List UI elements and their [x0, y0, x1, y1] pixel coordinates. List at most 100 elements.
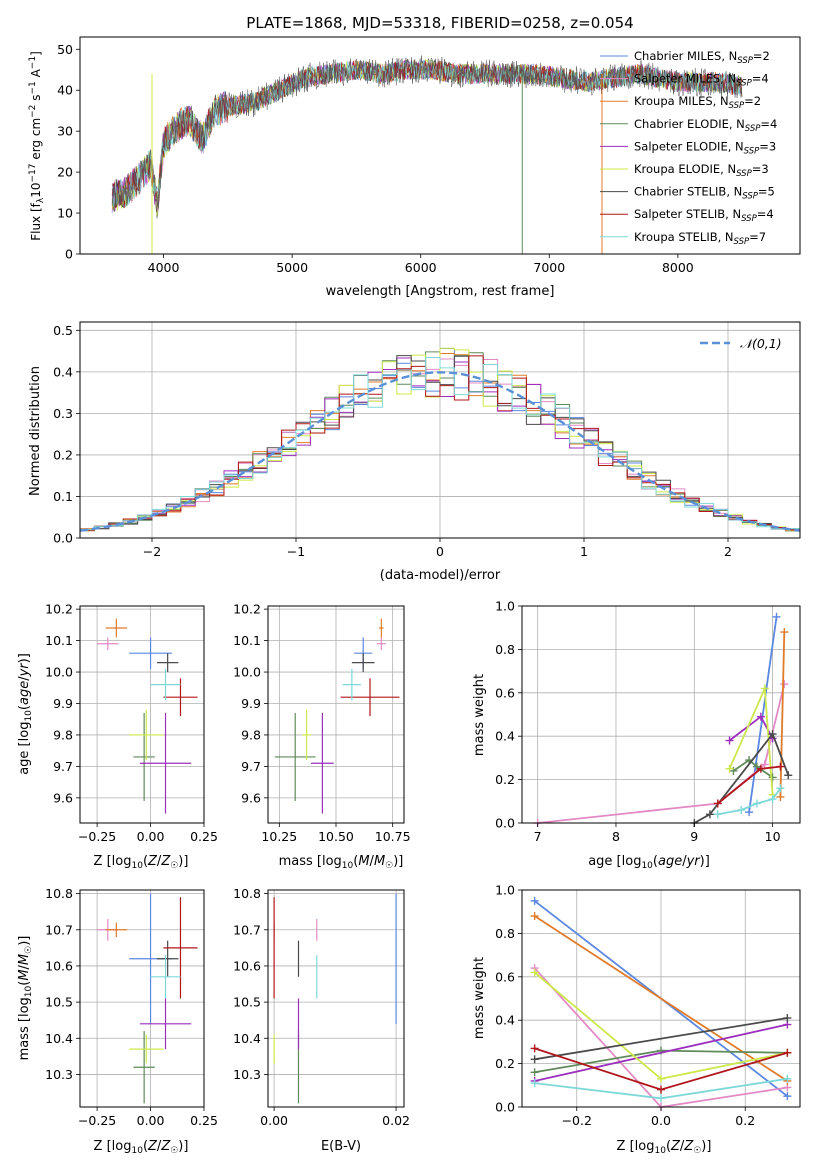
- normal-curve: [79, 371, 801, 532]
- weight-line: [732, 758, 774, 779]
- x-tick-label: −1: [287, 544, 305, 559]
- x-tick-label: −0.2: [562, 1113, 592, 1128]
- zmass-xlabel: Z [log10(Z/Z☉)]: [94, 1139, 189, 1156]
- y-tick-label: 10.8: [45, 886, 73, 901]
- y-tick-label: 0.4: [495, 1013, 515, 1028]
- zage-xlabel: Z [log10(Z/Z☉)]: [94, 854, 189, 871]
- y-tick-label: 0.2: [495, 772, 515, 787]
- x-tick-label: 0.00: [137, 829, 165, 844]
- legend-count: =4: [757, 207, 774, 221]
- observed-spectrum: [111, 55, 743, 213]
- legend-subscript: SSP: [736, 79, 752, 89]
- x-tick-label: 2: [724, 544, 732, 559]
- x-tick-label: 10: [765, 829, 781, 844]
- y-tick-label: 0.8: [495, 642, 515, 657]
- x-tick-label: −0.25: [78, 1113, 116, 1128]
- x-tick-label: 6000: [405, 260, 437, 275]
- y-tick-label: 10.5: [45, 995, 73, 1010]
- residual-xlabel: (data-model)/error: [380, 568, 501, 583]
- agew-xlabel: age [log10(age/yr)]: [588, 854, 710, 871]
- zage-ylabel: age [log10(age/yr)]: [17, 653, 34, 775]
- y-tick-label: 0.4: [495, 729, 515, 744]
- y-tick-label: 0.8: [495, 926, 515, 941]
- y-tick-label: 10.4: [45, 1031, 73, 1046]
- legend-subscript: SSP: [729, 101, 745, 111]
- spectrum-ylabel: Flux [fλ10−17 erg cm−2 s−1 A−1]: [28, 51, 46, 241]
- legend-label: 𝒩(0,1): [740, 336, 782, 351]
- axes-frame: [521, 889, 801, 1108]
- frame-layer: 4000 5000 6000 7000 8000 0 10 20 30 40 50 −2 −1 0 1 2 0.…: [45, 36, 801, 1128]
- x-tick-label: 0.25: [190, 829, 218, 844]
- y-tick-label: 10.7: [233, 922, 261, 937]
- y-tick-label: 50: [57, 42, 73, 57]
- zw-ylabel: mass weight: [472, 957, 487, 1039]
- y-tick-label: 10: [57, 206, 73, 221]
- residual-histogram: [79, 357, 801, 538]
- spectrum-xlabel: wavelength [Angstrom, rest frame]: [326, 284, 555, 299]
- axes-frame: [521, 605, 801, 824]
- x-tick-label: 0.02: [382, 1113, 410, 1128]
- axes-frame: [267, 889, 405, 1108]
- x-tick-label: 10.25: [261, 829, 297, 844]
- y-tick-label: 9.6: [53, 790, 73, 805]
- legend-subscript: SSP: [741, 214, 757, 224]
- y-tick-label: 10.0: [233, 665, 261, 680]
- y-tick-label: 0.0: [495, 816, 515, 831]
- y-tick-label: 0.5: [53, 323, 73, 338]
- y-tick-label: 1.0: [495, 599, 515, 614]
- y-tick-label: 0.1: [53, 489, 73, 504]
- y-tick-label: 10.0: [45, 665, 73, 680]
- residual-ylabel: Normed distribution: [28, 366, 43, 496]
- x-tick-label: −0.25: [78, 829, 116, 844]
- x-tick-label: 5000: [276, 260, 308, 275]
- x-tick-label: 0.2: [735, 1113, 755, 1128]
- legend-subscript: SSP: [734, 237, 750, 247]
- legend-label: Salpeter STELIB, NSSP=4: [634, 207, 774, 224]
- y-tick-label: 10.2: [45, 602, 73, 617]
- legend-label: Salpeter ELODIE, NSSP=3: [634, 139, 776, 156]
- y-tick-label: 10.6: [45, 958, 73, 973]
- legend-label: Salpeter MILES, NSSP=4: [634, 72, 769, 89]
- legend-count: =2: [753, 49, 770, 63]
- weight-line: [748, 616, 778, 813]
- weight-line: [534, 1023, 788, 1082]
- legend-label: Kroupa ELODIE, NSSP=3: [634, 162, 769, 179]
- y-tick-label: 9.8: [53, 727, 73, 742]
- weight-line: [779, 631, 786, 798]
- x-tick-label: 0.00: [260, 1113, 288, 1128]
- y-tick-label: 9.9: [53, 696, 73, 711]
- x-tick-label: 4000: [148, 260, 180, 275]
- y-tick-label: 0.3: [53, 406, 73, 421]
- x-tick-label: 10.75: [375, 829, 411, 844]
- legend-label: Chabrier MILES, NSSP=2: [634, 49, 770, 66]
- legend-label: Kroupa STELIB, NSSP=7: [634, 230, 766, 247]
- weight-line: [693, 732, 790, 824]
- y-tick-label: 20: [57, 165, 73, 180]
- weight-line: [534, 1017, 788, 1061]
- legend-subscript: SSP: [744, 146, 760, 156]
- x-tick-label: 1: [580, 544, 588, 559]
- y-tick-label: 0.0: [495, 1100, 515, 1115]
- y-tick-label: 30: [57, 124, 73, 139]
- y-tick-label: 10.1: [233, 633, 261, 648]
- y-tick-label: 10.6: [233, 958, 261, 973]
- legend-subscript: SSP: [745, 124, 761, 134]
- x-tick-label: 8: [612, 829, 620, 844]
- y-tick-label: 10.2: [233, 602, 261, 617]
- agew-ylabel: mass weight: [472, 674, 487, 756]
- legend-count: =4: [760, 117, 777, 131]
- legend-label: Chabrier STELIB, NSSP=5: [634, 185, 775, 202]
- zw-xlabel: Z [log10(Z/Z☉)]: [617, 1139, 712, 1156]
- y-tick-label: 9.7: [241, 759, 261, 774]
- y-tick-label: 10.1: [45, 633, 73, 648]
- massage-xlabel: mass [log10(M/M☉)]: [279, 854, 404, 871]
- y-tick-label: 9.9: [241, 696, 261, 711]
- weight-line: [537, 683, 786, 824]
- y-tick-label: 40: [57, 83, 73, 98]
- legend-layer: Chabrier MILES, NSSP=2 Salpeter MILES, NS…: [600, 49, 782, 351]
- y-tick-label: 0.6: [495, 969, 515, 984]
- x-tick-label: 8000: [662, 260, 694, 275]
- axes-frame: [79, 889, 205, 1108]
- zmass-ylabel: mass [log10(M/M☉)]: [17, 936, 34, 1061]
- x-tick-label: 0.25: [190, 1113, 218, 1128]
